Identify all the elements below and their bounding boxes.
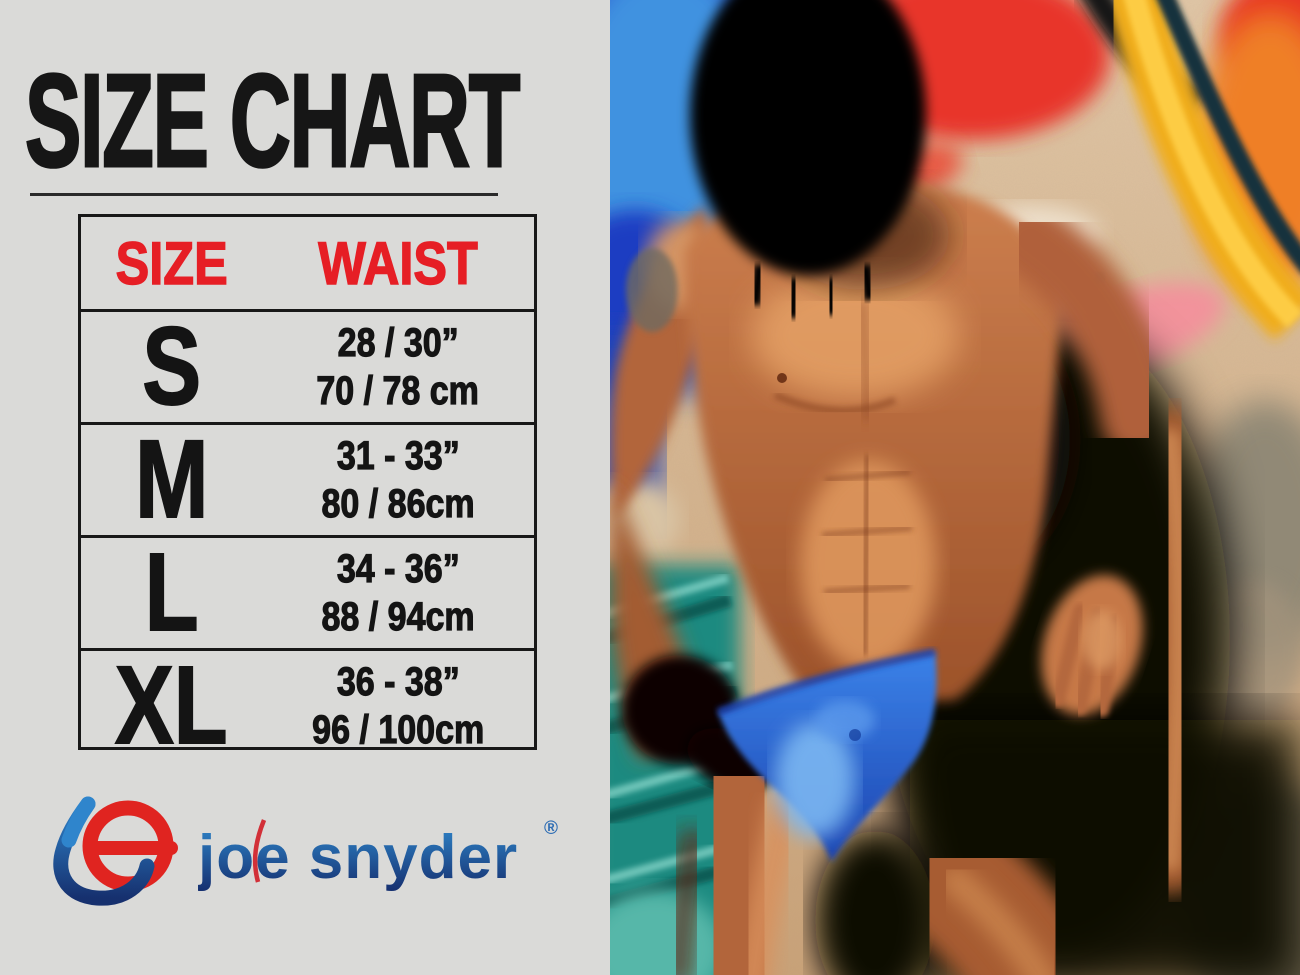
page-title: SIZE CHART [24,47,521,194]
model-photo-illustration [610,0,1300,975]
waist-inches: 28 / 30” [337,320,459,365]
size-table-header-row: SIZE WAIST [81,217,534,309]
table-row: S 28 / 30” 70 / 78 cm [81,305,534,428]
waist-cm: 80 / 86cm [321,481,475,526]
table-row: L 34 - 36” 88 / 94cm [81,531,534,654]
title-underline [30,193,498,196]
waist-inches: 34 - 36” [336,546,460,591]
registered-trademark-symbol: ® [544,818,558,839]
brand-wordmark: joe snyder ® [198,818,558,892]
waist-cm: 70 / 78 cm [316,368,480,413]
size-value: XL [115,644,229,767]
table-row: M 31 - 33” 80 / 86cm [81,418,534,541]
brand-logo: joe snyder ® [40,796,585,916]
column-header-size: SIZE [115,229,228,298]
column-header-waist: WAIST [318,229,479,298]
logo-red-accent [252,819,267,883]
waist-inches: 31 - 33” [336,433,460,478]
waist-inches: 36 - 38” [336,659,460,704]
swim-briefs [716,648,937,862]
table-row: XL 36 - 38” 96 / 100cm [81,644,534,767]
size-chart-panel: SIZE CHART SIZE WAIST S 28 / 30” 70 / 78… [0,0,610,975]
size-value: M [134,418,209,541]
size-value: L [144,531,199,654]
model-figure [610,0,1215,975]
brand-name-text: joe snyder [198,823,518,892]
joe-snyder-logo-mark-icon [53,796,178,906]
waist-cm: 88 / 94cm [321,594,475,639]
waist-cm: 96 / 100cm [312,707,485,752]
product-photo [610,0,1300,975]
size-value: S [141,305,201,428]
size-table: SIZE WAIST S 28 / 30” 70 / 78 cm M 31 - … [78,214,537,762]
